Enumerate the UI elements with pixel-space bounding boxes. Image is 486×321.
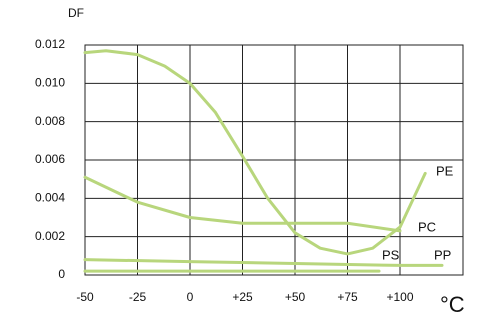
- series-label: PP: [434, 247, 451, 262]
- x-axis-title: °C: [440, 292, 465, 317]
- x-tick-label: +75: [337, 290, 358, 304]
- series-line: [83, 258, 444, 267]
- x-tick-label: -25: [129, 290, 147, 304]
- series-label: PS: [382, 247, 400, 262]
- x-tick-label: -50: [76, 290, 94, 304]
- series-line: [83, 175, 402, 233]
- y-tick-label: 0.002: [35, 229, 65, 243]
- x-tick-label: 0: [187, 290, 194, 304]
- y-tick-label: 0: [58, 267, 65, 281]
- series-line: [83, 49, 427, 256]
- y-tick-label: 0.010: [35, 76, 65, 90]
- x-tick-label: +25: [232, 290, 253, 304]
- series-label: PE: [436, 163, 454, 178]
- y-tick-label: 0.004: [35, 191, 65, 205]
- series-label: PC: [418, 219, 436, 234]
- y-tick-label: 0.012: [35, 37, 65, 51]
- y-axis-title: DF: [68, 6, 84, 20]
- y-tick-label: 0.006: [35, 152, 65, 166]
- y-tick-label: 0.008: [35, 114, 65, 128]
- x-tick-label: +50: [285, 290, 306, 304]
- x-tick-label: +100: [386, 290, 413, 304]
